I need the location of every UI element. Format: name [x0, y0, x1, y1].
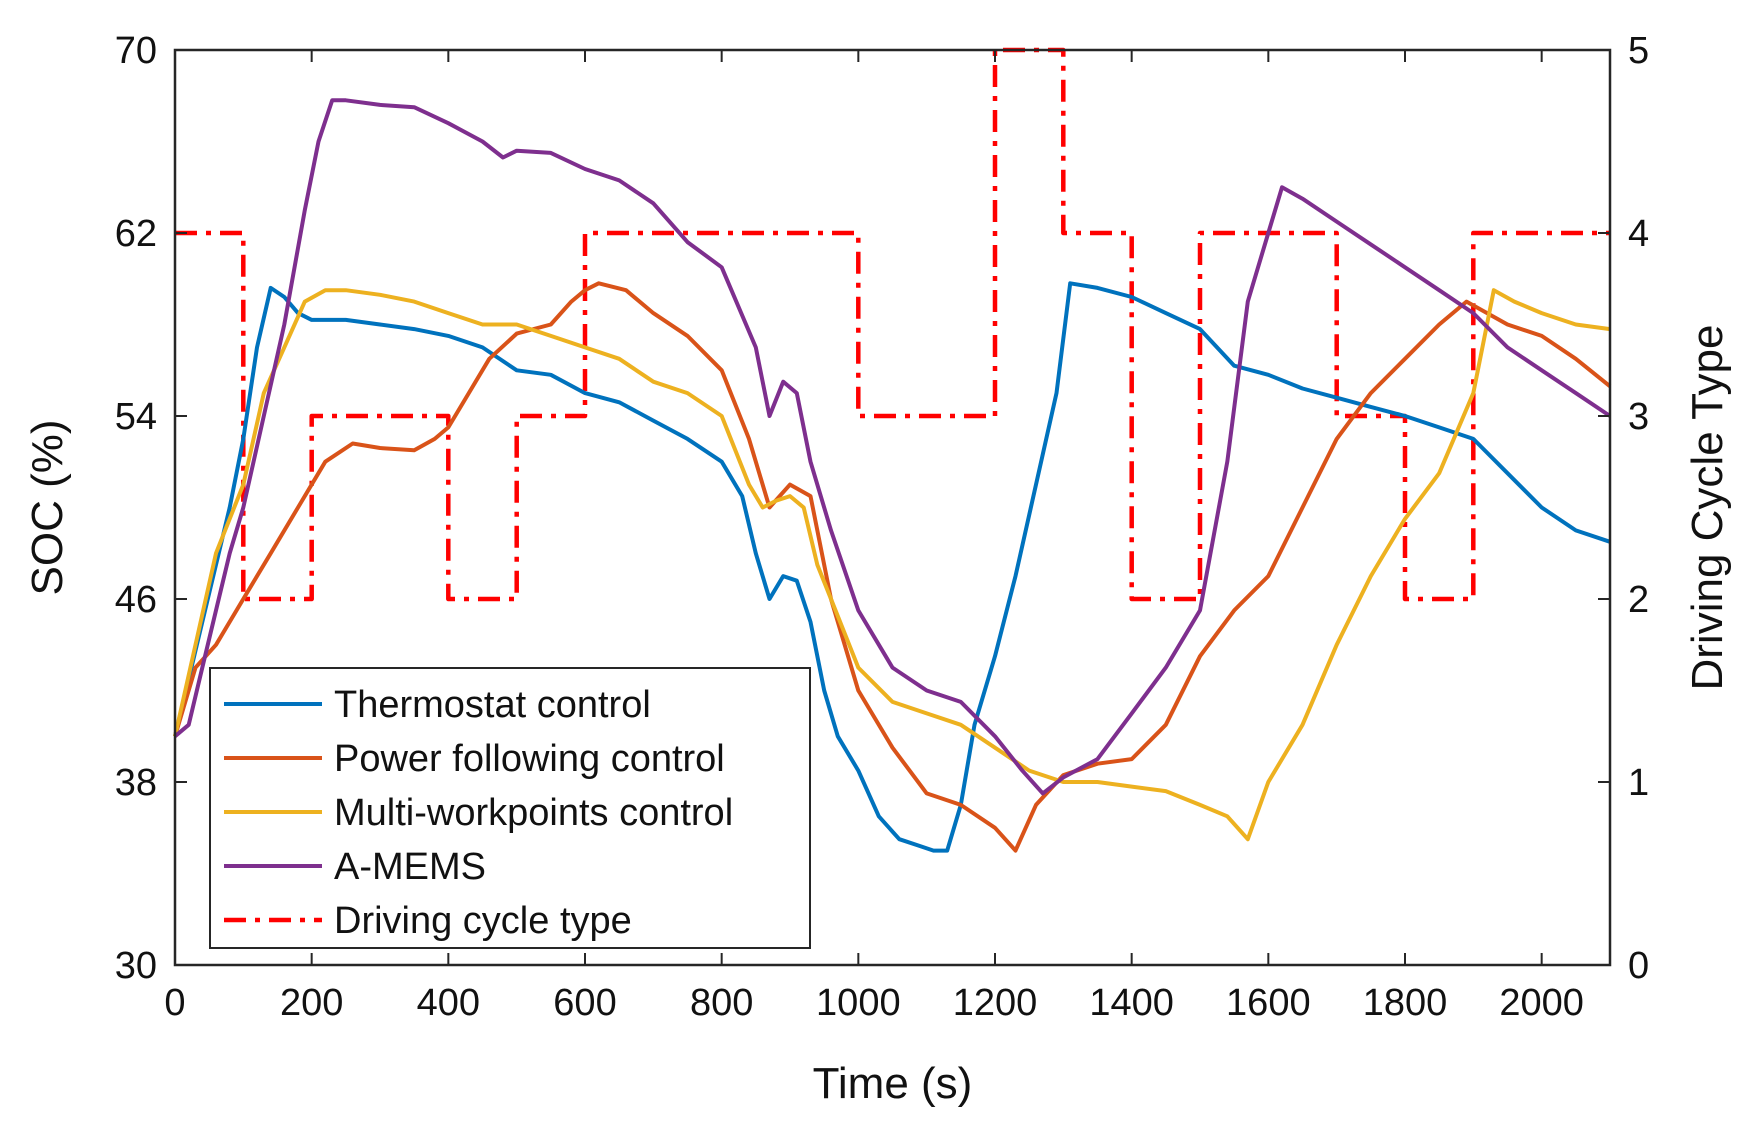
x-tick-label: 1000 — [816, 982, 901, 1024]
legend-label-power-following-control: Power following control — [334, 738, 725, 780]
y2-tick-label: 3 — [1628, 396, 1649, 438]
y-tick-label: 70 — [115, 30, 157, 72]
y-tick-label: 62 — [115, 213, 157, 255]
x-tick-label: 1800 — [1363, 982, 1448, 1024]
x-tick-label: 1200 — [953, 982, 1038, 1024]
y-tick-label: 38 — [115, 762, 157, 804]
y-axis-title: SOC (%) — [23, 420, 72, 596]
plot-frame — [173, 48, 1612, 967]
legend-label-driving-cycle-type: Driving cycle type — [334, 900, 632, 942]
series-line-thermostat-control — [173, 281, 1611, 853]
series-line-driving-cycle-type — [175, 47, 1610, 602]
y2-tick-label: 1 — [1628, 762, 1649, 804]
x-tick-label: 1600 — [1226, 982, 1311, 1024]
series-line-a-mems — [173, 98, 1612, 796]
y-tick-label: 46 — [115, 579, 157, 621]
y-tick-label: 54 — [115, 396, 157, 438]
y2-axis-title: Driving Cycle Type — [1683, 325, 1732, 691]
legend-label-thermostat-control: Thermostat control — [334, 684, 651, 726]
y2-tick-label: 5 — [1628, 30, 1649, 72]
y-tick-label: 30 — [115, 945, 157, 987]
x-tick-label: 200 — [280, 982, 343, 1024]
y2-tick-label: 4 — [1628, 213, 1649, 255]
x-tick-label: 600 — [553, 982, 616, 1024]
x-tick-label: 400 — [417, 982, 480, 1024]
x-tick-label: 1400 — [1089, 982, 1174, 1024]
legend-box — [209, 667, 811, 949]
x-tick-label: 800 — [690, 982, 753, 1024]
series-line-multi-workpoints-control — [173, 288, 1611, 842]
y2-tick-label: 0 — [1628, 945, 1649, 987]
legend-label-multi-workpoints-control: Multi-workpoints control — [334, 792, 733, 834]
x-axis-title: Time (s) — [813, 1059, 973, 1108]
x-tick-label: 2000 — [1499, 982, 1584, 1024]
series-line-power-following-control — [173, 281, 1612, 853]
y2-tick-label: 2 — [1628, 579, 1649, 621]
legend: Thermostat control Power following contro… — [209, 667, 811, 949]
x-tick-label: 0 — [164, 982, 185, 1024]
series-layer — [173, 47, 1612, 853]
ticks-layer: 0 200 400 600 800 1000 1200 1400 1600 1800 2000303… — [115, 30, 1649, 1024]
legend-label-a-mems: A-MEMS — [334, 846, 486, 888]
